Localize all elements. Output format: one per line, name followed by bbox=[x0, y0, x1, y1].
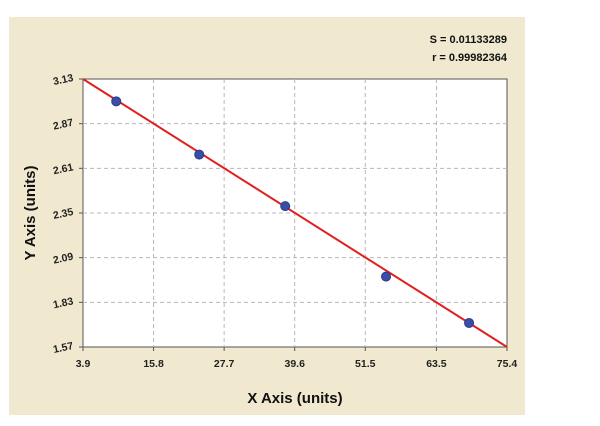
fit-line bbox=[82, 78, 508, 348]
y-tick-label: 1.57 bbox=[52, 340, 75, 356]
x-tick-labels: 3.9 15.8 27.7 39.6 51.5 63.5 75.4 bbox=[76, 358, 518, 370]
y-tick-label: 3.13 bbox=[52, 72, 75, 88]
scatter-chart: 3.9 15.8 27.7 39.6 51.5 63.5 75.4 3.13 2.87 2.61… bbox=[22, 34, 518, 407]
data-point bbox=[194, 149, 205, 160]
y-tick-label: 2.09 bbox=[52, 251, 75, 267]
y-tick-labels: 3.13 2.87 2.61 2.35 2.09 1.83 1.57 bbox=[52, 72, 75, 356]
data-point bbox=[464, 317, 475, 328]
x-tick-label: 63.5 bbox=[426, 358, 447, 370]
y-tick-label: 2.61 bbox=[52, 161, 75, 177]
x-tick-label: 15.8 bbox=[143, 358, 164, 370]
y-tick-label: 1.83 bbox=[52, 295, 75, 311]
chart-panel: 3.9 15.8 27.7 39.6 51.5 63.5 75.4 3.13 2.87 2.61… bbox=[9, 17, 525, 415]
x-tick-label: 51.5 bbox=[355, 358, 376, 370]
x-tick-label: 75.4 bbox=[497, 358, 518, 370]
y-tick-label: 2.35 bbox=[52, 206, 75, 222]
x-axis-title: X Axis (units) bbox=[247, 390, 342, 407]
y-tick-label: 2.87 bbox=[52, 117, 75, 133]
r-statistic: r = 0.99982364 bbox=[432, 52, 508, 64]
x-tick-label: 3.9 bbox=[76, 358, 91, 370]
data-points bbox=[111, 96, 475, 328]
data-point bbox=[381, 271, 392, 282]
s-statistic: S = 0.01133289 bbox=[430, 34, 507, 46]
x-tick-label: 39.6 bbox=[284, 358, 305, 370]
data-point bbox=[111, 96, 122, 107]
fit-line-layer bbox=[82, 78, 508, 348]
x-tick-label: 27.7 bbox=[214, 358, 235, 370]
data-point bbox=[280, 201, 291, 212]
y-axis-title: Y Axis (units) bbox=[22, 165, 39, 260]
